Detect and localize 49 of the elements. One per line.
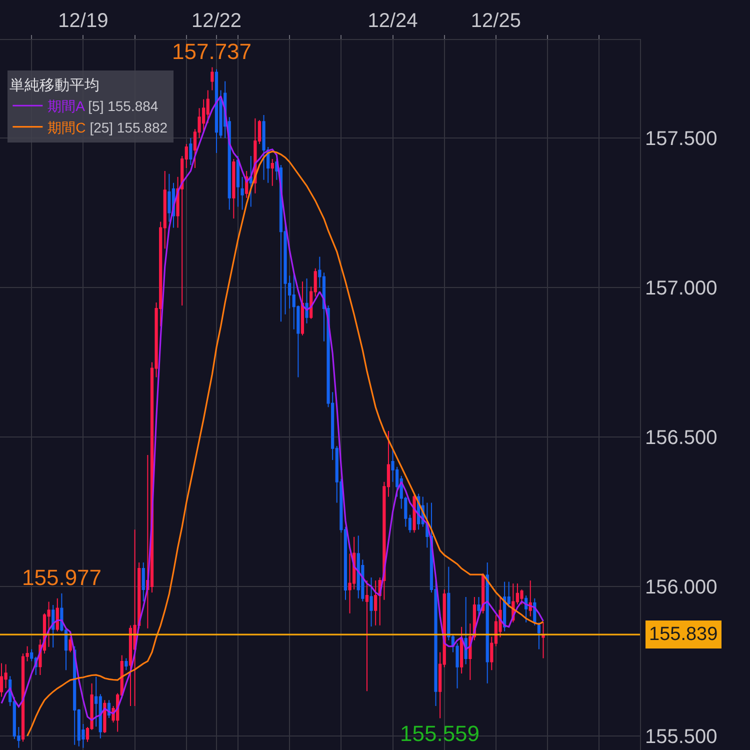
candlestick <box>464 596 468 665</box>
candlestick <box>460 626 464 674</box>
candlestick <box>365 580 369 692</box>
candlestick <box>528 580 532 617</box>
x-tick-label: 12/24 <box>368 10 418 32</box>
candlestick <box>56 598 59 632</box>
y-tick-label: 156.500 <box>645 427 718 449</box>
candlestick <box>124 658 128 671</box>
candlestick <box>374 580 378 626</box>
x-tick-label: 12/25 <box>470 10 521 32</box>
candlestick <box>0 662 4 698</box>
candlestick <box>524 594 528 623</box>
candlestick <box>249 155 252 208</box>
candlestick <box>232 158 236 219</box>
annotation: 155.977 <box>22 565 102 590</box>
y-tick-label: 156.000 <box>645 576 718 598</box>
candlestick <box>486 562 489 684</box>
x-tick-label: 12/19 <box>58 10 108 32</box>
candlestick <box>477 596 480 617</box>
annotation: 157.737 <box>172 39 252 64</box>
candlestick <box>270 158 274 186</box>
legend-label: 期間C [25] 155.882 <box>48 119 168 136</box>
candlestick <box>240 176 244 210</box>
legend-title: 単純移動平均 <box>10 77 100 94</box>
candlestick <box>305 278 308 324</box>
candlestick <box>412 493 416 534</box>
ref-line-label: 155.839 <box>649 624 718 645</box>
legend-label: 期間A [5] 155.884 <box>48 98 158 114</box>
candlestick <box>68 636 72 653</box>
candlestick <box>210 66 214 91</box>
candlestick <box>370 577 373 628</box>
y-tick-label: 157.000 <box>645 278 718 300</box>
candlestick <box>537 622 541 650</box>
candlestick <box>103 700 106 734</box>
candlestick <box>356 535 360 599</box>
x-tick-label: 12/22 <box>191 10 242 32</box>
candlestick <box>300 281 304 336</box>
candlestick <box>236 155 240 208</box>
candlestick <box>262 114 266 180</box>
candlestick <box>142 562 145 602</box>
candlestick <box>542 622 545 659</box>
line-series <box>0 95 544 721</box>
candlestick <box>189 138 192 166</box>
candlestick <box>133 529 136 707</box>
candlestick <box>214 68 218 154</box>
y-tick-label: 155.500 <box>645 726 718 748</box>
y-tick-label: 157.500 <box>645 128 718 150</box>
annotation: 155.559 <box>400 721 480 746</box>
candlestick <box>52 604 55 648</box>
